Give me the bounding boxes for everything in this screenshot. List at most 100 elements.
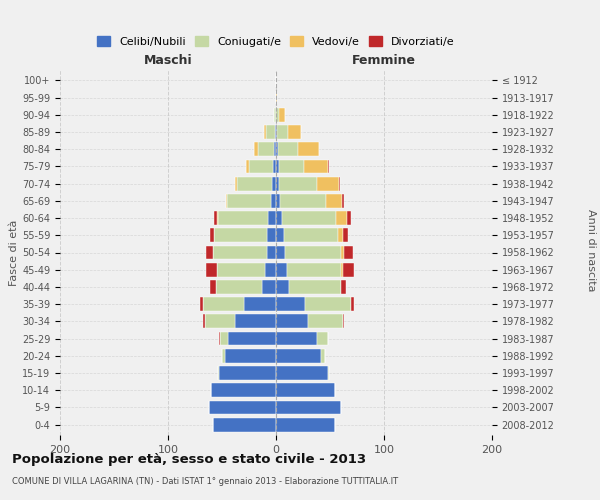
Bar [276,246,284,260]
Bar [276,314,308,328]
Bar [219,332,220,345]
Bar [268,211,276,225]
Bar [210,280,215,294]
Bar [341,280,346,294]
Bar [344,246,353,260]
Bar [206,263,217,276]
Bar [229,332,276,345]
Bar [235,314,276,328]
Bar [272,176,276,190]
Bar [276,280,289,294]
Bar [276,263,287,276]
Bar [278,142,298,156]
Bar [237,176,272,190]
Bar [214,228,268,242]
Bar [338,176,340,190]
Bar [214,246,268,260]
Bar [215,280,262,294]
Bar [287,263,341,276]
Bar [276,366,328,380]
Bar [276,400,341,414]
Bar [227,194,271,207]
Bar [262,280,276,294]
Bar [283,211,337,225]
Bar [337,211,347,225]
Bar [220,332,229,345]
Bar [214,211,217,225]
Text: Popolazione per età, sesso e stato civile - 2013: Popolazione per età, sesso e stato civil… [12,452,366,466]
Bar [308,314,343,328]
Text: Maschi: Maschi [143,54,193,66]
Bar [317,176,338,190]
Bar [289,280,341,294]
Bar [276,125,277,139]
Bar [206,246,214,260]
Bar [271,194,276,207]
Bar [274,142,276,156]
Bar [276,384,335,397]
Bar [264,125,266,139]
Bar [322,349,325,362]
Bar [218,366,219,380]
Bar [205,314,235,328]
Bar [268,228,276,242]
Bar [273,160,276,173]
Bar [265,263,276,276]
Bar [298,142,319,156]
Bar [279,108,284,122]
Bar [277,125,288,139]
Bar [266,125,275,139]
Bar [254,142,257,156]
Bar [244,298,276,311]
Bar [317,332,328,345]
Bar [276,228,284,242]
Bar [326,194,342,207]
Text: COMUNE DI VILLA LAGARINA (TN) - Dati ISTAT 1° gennaio 2013 - Elaborazione TUTTIT: COMUNE DI VILLA LAGARINA (TN) - Dati IST… [12,478,398,486]
Text: Anni di nascita: Anni di nascita [586,209,596,291]
Bar [274,108,276,122]
Bar [284,246,341,260]
Bar [218,211,268,225]
Bar [275,125,276,139]
Bar [343,314,344,328]
Bar [211,384,276,397]
Bar [246,160,249,173]
Bar [343,263,354,276]
Bar [203,298,244,311]
Bar [304,160,328,173]
Bar [222,349,225,362]
Bar [276,298,305,311]
Bar [268,246,276,260]
Bar [280,194,326,207]
Bar [276,176,279,190]
Bar [217,211,218,225]
Bar [284,228,338,242]
Text: Femmine: Femmine [352,54,416,66]
Bar [276,90,277,104]
Bar [350,298,354,311]
Bar [249,160,273,173]
Bar [328,160,329,173]
Bar [276,194,280,207]
Bar [210,228,214,242]
Bar [214,418,276,432]
Bar [341,263,343,276]
Bar [341,246,344,260]
Bar [203,314,205,328]
Bar [219,366,276,380]
Bar [276,142,278,156]
Bar [226,194,227,207]
Bar [235,176,237,190]
Legend: Celibi/Nubili, Coniugati/e, Vedovi/e, Divorziati/e: Celibi/Nubili, Coniugati/e, Vedovi/e, Di… [93,32,459,52]
Bar [288,125,301,139]
Bar [276,349,322,362]
Bar [338,228,343,242]
Bar [276,332,317,345]
Bar [257,142,274,156]
Bar [347,211,350,225]
Bar [279,160,304,173]
Bar [276,211,283,225]
Bar [276,160,279,173]
Bar [342,194,344,207]
Bar [276,108,279,122]
